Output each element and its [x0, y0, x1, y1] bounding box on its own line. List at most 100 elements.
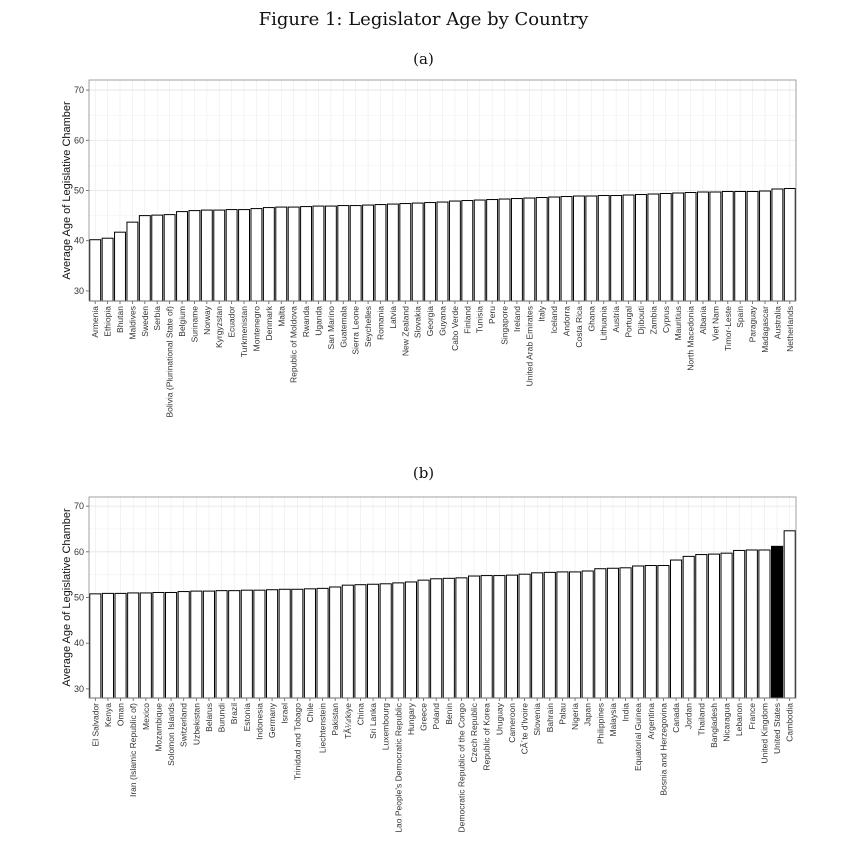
x-tick-label: Jordan — [684, 703, 694, 729]
x-tick-label: Sri Lanka — [368, 703, 378, 739]
x-tick-label: Slovakia — [413, 306, 423, 338]
x-tick-label: Switzerland — [179, 703, 189, 747]
x-tick-label: Slovenia — [532, 703, 542, 736]
x-tick-label: Viet Nam — [710, 306, 720, 341]
x-tick-label: Lao People's Democratic Republic — [393, 702, 403, 832]
y-tick-label: 30 — [74, 286, 84, 296]
x-tick-label: San Marino — [326, 306, 336, 350]
x-tick-label: Czech Republic — [469, 702, 479, 762]
x-tick-label: Maldives — [127, 306, 137, 340]
bar — [455, 577, 468, 699]
x-tick-label: Lebanon — [734, 703, 744, 736]
x-tick-label: Albania — [698, 306, 708, 335]
bar — [215, 590, 228, 699]
x-tick-label: Georgia — [425, 306, 435, 337]
x-tick-label: Ethiopia — [103, 306, 113, 337]
x-tick-label: Mozambique — [153, 703, 163, 752]
bar — [228, 590, 241, 699]
x-tick-label: El Salvador — [90, 703, 100, 747]
x-tick-label: Ecuador — [227, 306, 237, 338]
x-tick-label: India — [621, 703, 631, 722]
x-tick-label: Ireland — [512, 306, 522, 332]
bar — [114, 592, 127, 699]
x-tick-label: Guatemala — [338, 306, 348, 348]
bar — [505, 574, 518, 699]
x-tick-label: Spain — [735, 306, 745, 328]
panel-b-label: (b) — [412, 464, 435, 482]
x-tick-label: Iran (Islamic Republic of) — [128, 703, 138, 797]
x-tick-label: Italy — [537, 305, 547, 321]
x-tick-label: Montenegro — [251, 306, 261, 352]
x-tick-label: Philippines — [595, 703, 605, 744]
x-tick-label: CÃ´te d'Ivoire — [520, 703, 530, 754]
x-tick-label: Bhutan — [115, 306, 125, 333]
bar — [101, 592, 114, 699]
bar — [682, 555, 695, 699]
x-tick-label: Sierra Leone — [351, 306, 361, 355]
x-tick-label: Djibouti — [636, 306, 646, 334]
x-tick-label: Costa Rica — [574, 306, 584, 348]
y-tick-label: 60 — [74, 135, 84, 145]
x-tick-label: Paraguay — [748, 305, 758, 342]
bar — [240, 589, 253, 699]
x-tick-label: Denmark — [264, 305, 274, 340]
x-tick-label: Romania — [375, 306, 385, 340]
x-tick-label: Uganda — [313, 306, 323, 336]
x-tick-label: Democratic Republic of the Congo — [456, 703, 466, 833]
x-tick-label: Germany — [267, 702, 277, 738]
y-axis-title: Average Age of Legislative Chamber — [61, 101, 73, 280]
x-tick-label: Greece — [419, 703, 429, 731]
bar — [644, 565, 657, 699]
x-tick-label: Uruguay — [494, 702, 504, 735]
x-tick-label: Kenya — [103, 703, 113, 727]
x-tick-label: North Macedonia — [686, 306, 696, 371]
bar — [783, 530, 796, 699]
x-tick-label: Turkmenistan — [239, 306, 249, 357]
bar — [556, 571, 569, 699]
x-tick-label: Solomon Islands — [166, 703, 176, 766]
x-tick-label: Trinidad and Tobago — [292, 703, 302, 780]
y-tick-label: 50 — [74, 186, 84, 196]
bar — [329, 586, 342, 699]
x-tick-label: Poland — [431, 703, 441, 730]
bar — [733, 549, 746, 699]
x-tick-label: Oman — [116, 703, 126, 726]
x-tick-label: TÃ¼rkiye — [343, 703, 353, 739]
x-tick-label: Estonia — [242, 703, 252, 732]
x-tick-label: Lithuania — [599, 306, 609, 341]
bar — [430, 578, 443, 699]
y-tick-label: 40 — [74, 236, 84, 246]
x-tick-label: Bahrain — [545, 703, 555, 733]
x-tick-label: Zambia — [648, 306, 658, 335]
bar — [316, 587, 329, 699]
x-tick-label: Malta — [276, 306, 286, 327]
x-tick-label: Republic of Korea — [482, 703, 492, 771]
x-tick-label: Equatorial Guinea — [633, 703, 643, 771]
y-tick-label: 70 — [74, 85, 84, 95]
bar — [202, 590, 215, 699]
x-tick-label: Cabo Verde — [450, 306, 460, 351]
bar — [606, 567, 619, 699]
x-tick-label: Seychelles — [363, 306, 373, 347]
x-tick-label: Indonesia — [254, 703, 264, 740]
bar — [518, 573, 531, 699]
bar — [707, 553, 720, 699]
x-tick-label: Austria — [611, 306, 621, 333]
bar — [771, 545, 784, 699]
bar — [581, 570, 594, 699]
bar — [417, 579, 430, 699]
x-tick-label: Cambodia — [785, 703, 795, 742]
x-tick-label: France — [747, 703, 757, 730]
bar — [165, 591, 178, 699]
x-tick-label: Ghana — [586, 306, 596, 332]
bar — [303, 588, 316, 699]
bar — [127, 592, 140, 699]
x-tick-label: Andorra — [562, 306, 572, 337]
bar — [341, 584, 354, 699]
x-tick-label: Netherlands — [785, 306, 795, 352]
bar — [480, 575, 493, 699]
y-tick-label: 70 — [74, 501, 84, 511]
x-tick-label: Hungary — [406, 702, 416, 735]
bar — [758, 549, 771, 699]
x-tick-label: United Kingdom — [759, 703, 769, 763]
